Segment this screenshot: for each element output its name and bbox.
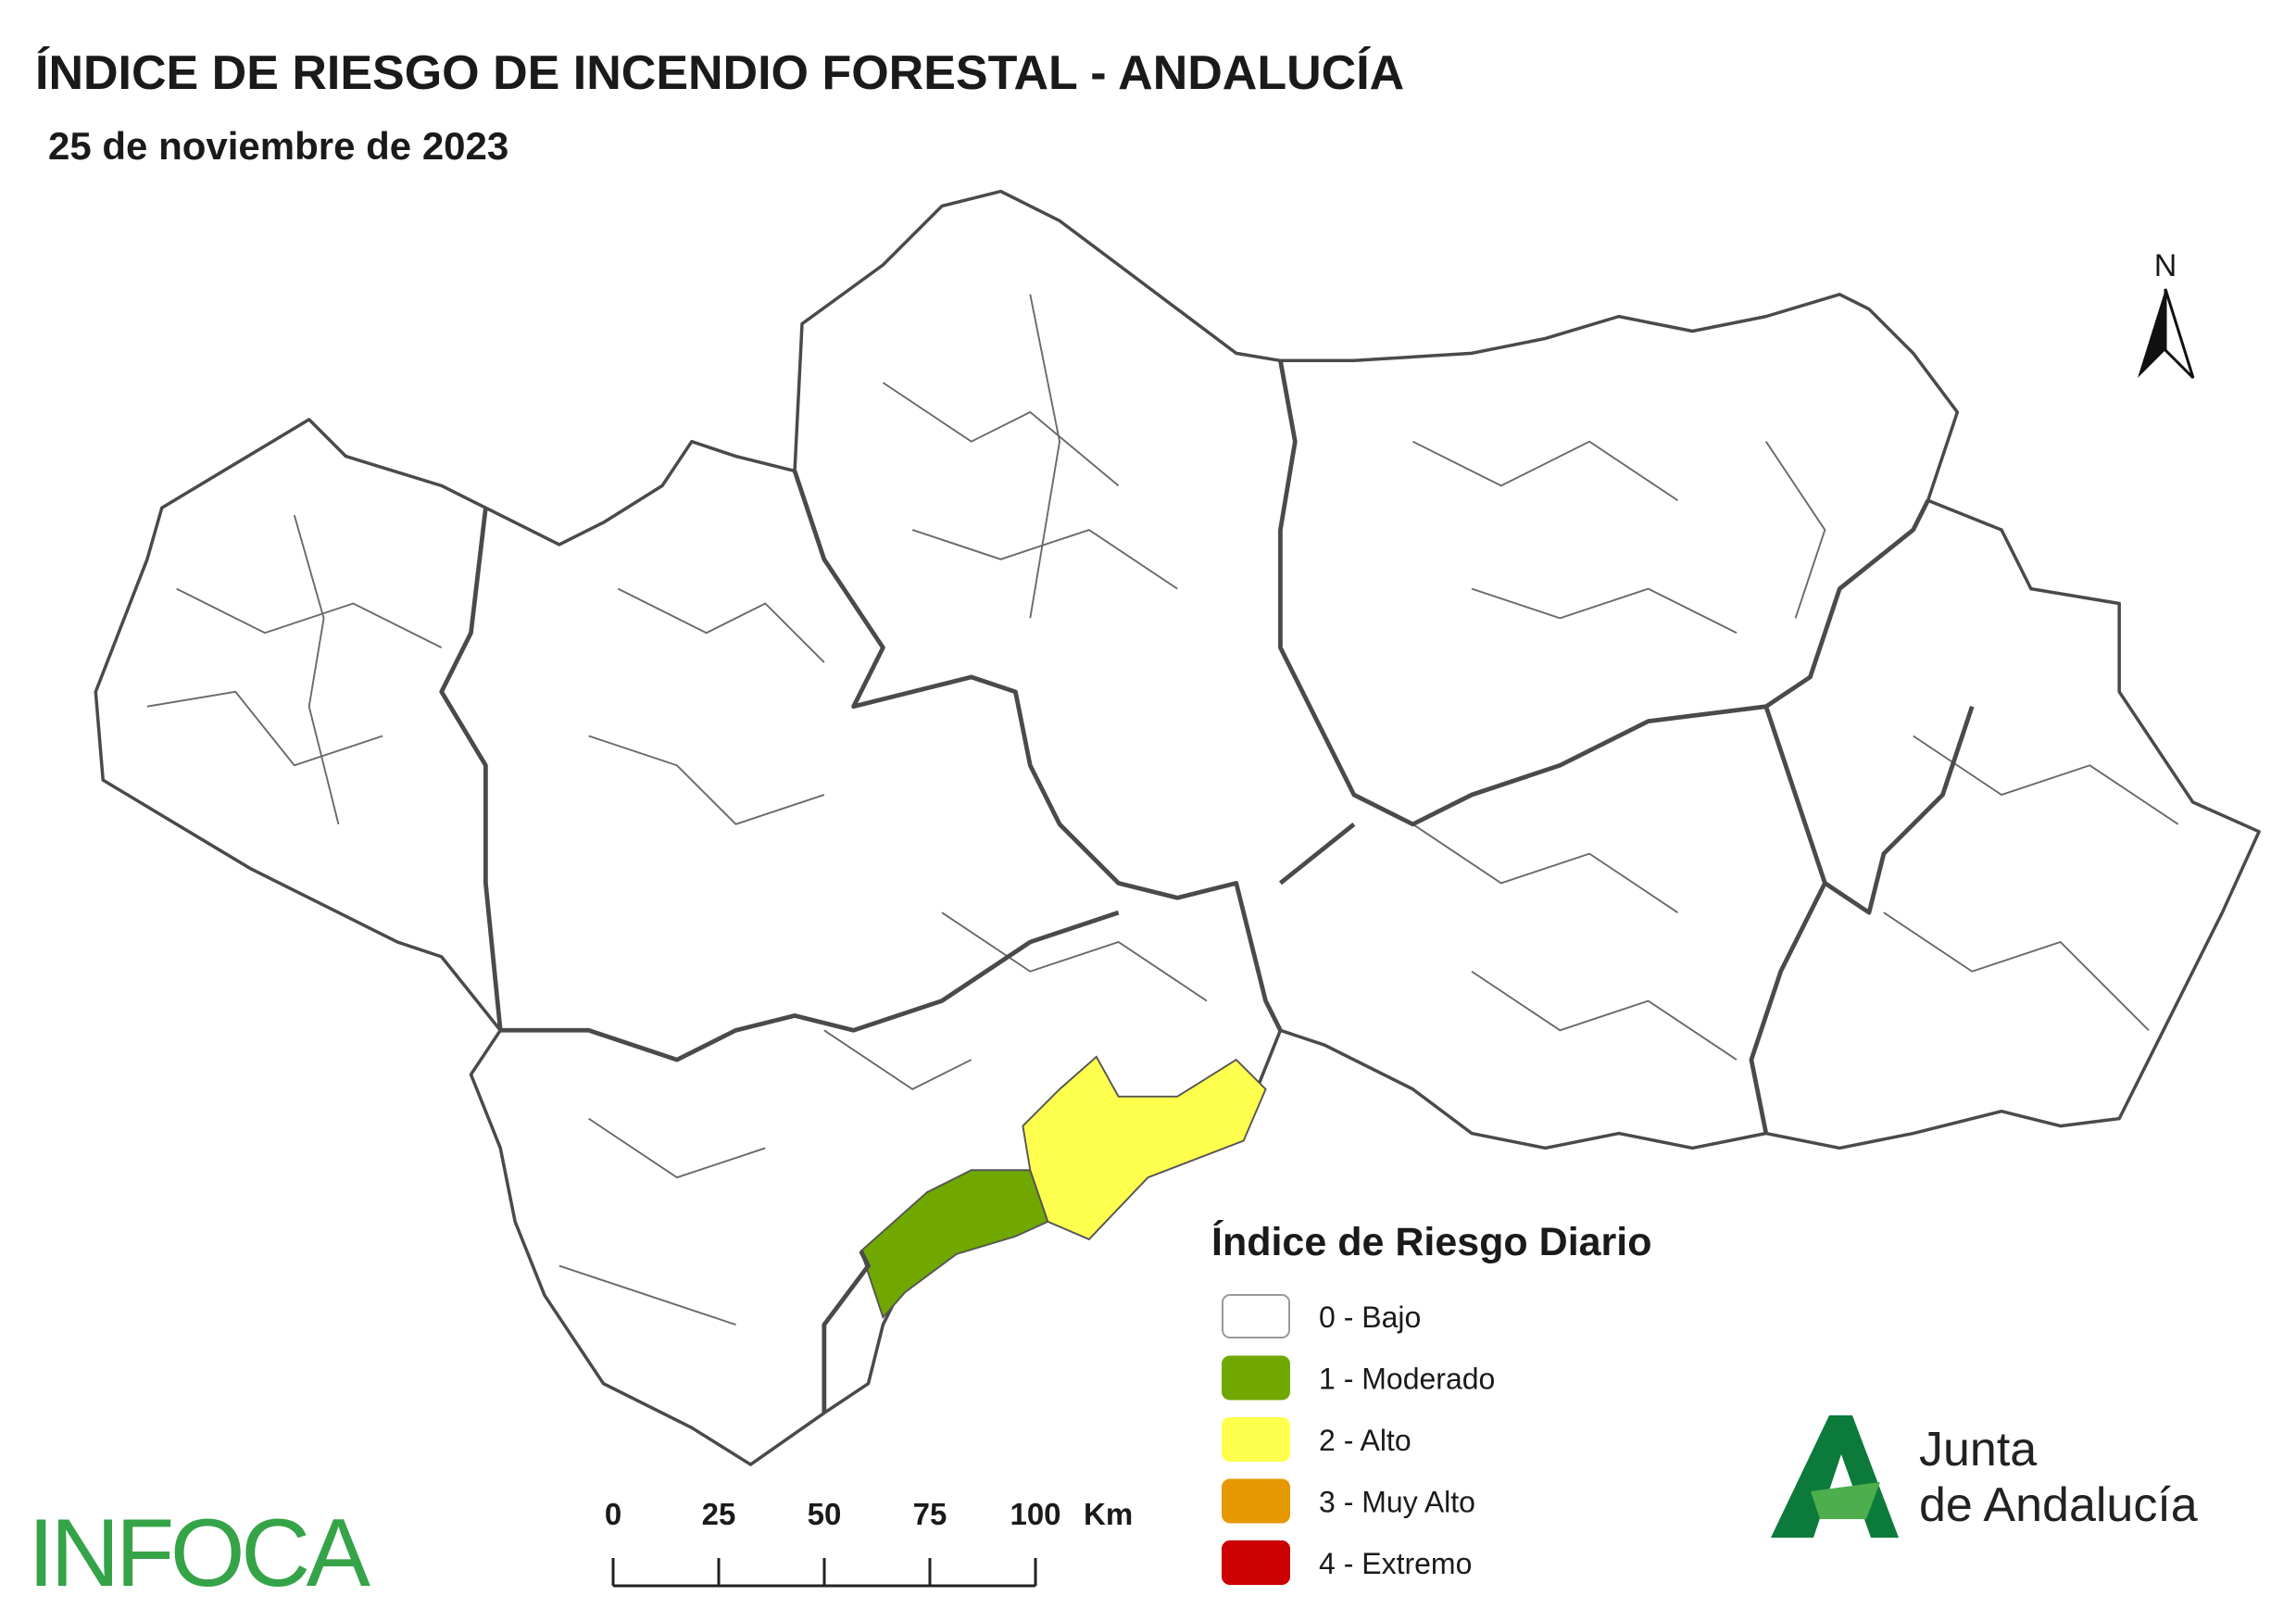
legend-label: 2 - Alto [1319, 1424, 1411, 1457]
legend-swatch [1222, 1478, 1290, 1524]
legend: Índice de Riesgo Diario 0 - Bajo 1 - Mode… [1211, 1220, 1652, 1585]
legend-title: Índice de Riesgo Diario [1211, 1220, 1652, 1264]
north-arrow: N [2138, 248, 2195, 380]
legend-swatch [1222, 1540, 1290, 1585]
scale-label: 75 [913, 1497, 947, 1531]
legend-swatch [1222, 1294, 1290, 1338]
north-arrow-left [2138, 289, 2165, 378]
map [94, 189, 2261, 1466]
scale-label: 25 [702, 1497, 736, 1531]
junta-logo-mark [1771, 1415, 1899, 1538]
legend-swatch [1222, 1355, 1290, 1401]
legend-label: 3 - Muy Alto [1319, 1486, 1475, 1519]
province-boundaries [439, 359, 1975, 1414]
legend-label: 4 - Extremo [1319, 1547, 1472, 1580]
municipal-boundaries [146, 294, 2179, 1326]
junta-logo-text: de Andalucía [1919, 1478, 2198, 1532]
scale-label: 50 [808, 1497, 842, 1531]
legend-swatch [1222, 1417, 1290, 1462]
scale-label: 100 [1010, 1497, 1060, 1531]
map-subtitle: 25 de noviembre de 2023 [48, 124, 508, 168]
map-title: ÍNDICE DE RIESGO DE INCENDIO FORESTAL - … [35, 46, 1404, 100]
moderate-risk-area [859, 1169, 1049, 1320]
scale-label: 0 [605, 1497, 621, 1531]
infoca-logo: INFOCA [28, 1500, 371, 1607]
junta-logo: Junta de Andalucía [1771, 1415, 2198, 1538]
high-risk-area [1022, 1055, 1267, 1241]
north-arrow-right [2164, 288, 2195, 380]
legend-label: 1 - Moderado [1319, 1363, 1495, 1396]
legend-label: 0 - Bajo [1319, 1301, 1421, 1334]
scale-bar: 0 25 50 75 100 Km [605, 1497, 1133, 1588]
andalucia-region [94, 189, 2261, 1466]
north-label: N [2154, 248, 2177, 283]
junta-logo-accent [1811, 1482, 1880, 1519]
junta-logo-text: Junta [1919, 1423, 2037, 1476]
scale-unit: Km [1084, 1497, 1133, 1531]
